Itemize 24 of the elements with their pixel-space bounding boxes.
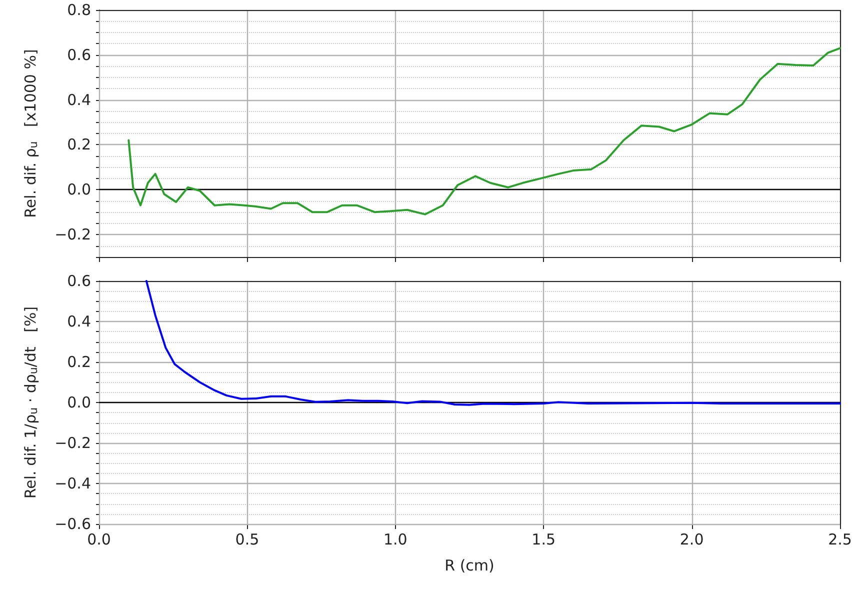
y-tick-label: −0.6	[54, 515, 91, 533]
y-tick-label: 0.2	[67, 136, 91, 154]
line-series	[128, 47, 841, 216]
y-tick-label: −0.2	[54, 226, 91, 244]
x-tick-label: 0.0	[87, 530, 111, 548]
y-tick-label: 0.8	[67, 1, 91, 19]
x-axis-title: R (cm)	[444, 556, 494, 574]
y-tick-label: 0.6	[67, 46, 91, 64]
y-tick-label: −0.2	[54, 434, 91, 452]
y-tick-label: 0.2	[67, 353, 91, 371]
y-tick-label: 0.4	[67, 312, 91, 330]
line-series	[145, 280, 841, 406]
x-tick-label: 1.0	[383, 530, 408, 548]
y-tick-label: 0.0	[67, 180, 91, 199]
y-tick-label: 0.6	[67, 272, 91, 290]
x-tick-label: 2.0	[680, 530, 704, 548]
y-axis-title: Rel. dif. 1/ρu · dρu/dt [%]	[22, 306, 40, 499]
y-tick-label: 0.4	[67, 90, 91, 109]
y-tick-label: −0.4	[54, 474, 91, 492]
x-tick-label: 0.5	[235, 530, 260, 548]
x-tick-label: 2.5	[828, 530, 852, 548]
x-tick-label: 1.5	[532, 530, 556, 548]
text: Rel. dif. ρu [x1000 %]	[22, 49, 40, 218]
y-tick-label: 0.0	[67, 394, 91, 412]
